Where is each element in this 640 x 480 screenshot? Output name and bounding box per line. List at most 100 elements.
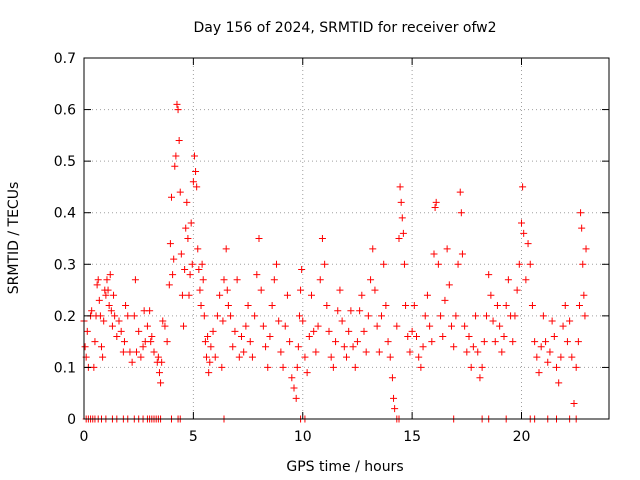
data-point (515, 260, 523, 268)
data-point (321, 260, 329, 268)
data-point (415, 353, 423, 361)
data-point (190, 152, 198, 160)
data-point (334, 307, 342, 315)
data-point (119, 348, 127, 356)
data-point (98, 343, 105, 351)
data-point (544, 358, 552, 366)
data-point (443, 245, 451, 253)
data-point (467, 363, 475, 371)
x-tick-label: 15 (403, 429, 421, 445)
data-point (189, 178, 197, 186)
data-point (104, 286, 112, 294)
data-point (137, 353, 145, 361)
y-tick-label: 0.4 (54, 206, 76, 222)
data-point (423, 291, 431, 299)
data-point (301, 353, 309, 361)
data-point (290, 384, 298, 392)
data-point (170, 255, 178, 263)
data-point (431, 204, 439, 212)
y-tick-label: 0 (67, 412, 76, 428)
y-tick-label: 0.5 (54, 154, 76, 170)
data-point (441, 296, 449, 304)
data-point (108, 322, 116, 330)
data-point (195, 265, 203, 273)
data-point (581, 312, 589, 320)
y-tick-label: 0.6 (54, 103, 76, 119)
data-point (279, 363, 287, 371)
data-point (577, 209, 585, 217)
data-point (292, 394, 300, 402)
data-point (575, 302, 583, 310)
data-point (196, 286, 204, 294)
data-point (539, 312, 547, 320)
data-point (371, 286, 379, 294)
data-point (216, 291, 224, 299)
y-tick-label: 0.1 (54, 360, 76, 376)
data-point (168, 193, 175, 201)
plot-frame (83, 57, 610, 420)
data-point (166, 240, 174, 248)
data-point (154, 353, 162, 361)
data-point (386, 353, 394, 361)
data-point (117, 327, 125, 335)
data-point (566, 317, 574, 325)
data-point (318, 235, 326, 242)
data-point (463, 348, 471, 356)
data-point (388, 374, 396, 382)
data-point (93, 281, 101, 289)
data-point (364, 312, 372, 320)
data-point (340, 343, 348, 351)
data-point (224, 302, 232, 310)
data-point (96, 312, 104, 320)
data-point (197, 302, 205, 310)
data-point (314, 322, 322, 330)
data-point (546, 348, 554, 356)
data-point (448, 322, 455, 330)
data-point (257, 286, 265, 294)
data-point (148, 332, 156, 340)
data-point (244, 302, 252, 310)
data-point (240, 348, 248, 356)
data-point (404, 332, 412, 340)
data-point (323, 302, 331, 310)
data-points (80, 100, 590, 423)
data-point (209, 327, 217, 335)
data-point (399, 229, 407, 237)
data-point (205, 369, 213, 377)
data-point (264, 363, 272, 371)
data-point (201, 338, 209, 346)
data-point (493, 302, 501, 310)
data-point (185, 291, 193, 299)
data-point (283, 291, 291, 299)
data-point (133, 348, 140, 356)
data-point (102, 291, 110, 299)
data-point (367, 276, 375, 284)
data-point (172, 152, 180, 160)
data-point (233, 276, 241, 284)
data-point (557, 353, 565, 361)
data-point (139, 343, 147, 351)
data-point (570, 400, 578, 408)
data-point (238, 332, 245, 340)
data-point (434, 260, 442, 268)
data-point (100, 317, 108, 325)
data-point (161, 322, 169, 330)
data-point (419, 343, 427, 351)
data-point (99, 353, 107, 361)
data-point (561, 302, 569, 310)
data-point (580, 291, 588, 299)
data-point (169, 271, 177, 279)
x-tick-label: 20 (513, 429, 531, 445)
data-point (469, 343, 477, 351)
data-point (91, 338, 99, 346)
x-tick-label: 0 (80, 429, 89, 445)
data-point (293, 363, 301, 371)
data-point (174, 106, 182, 114)
data-point (188, 260, 196, 268)
data-point (502, 302, 510, 310)
data-point (242, 322, 250, 330)
data-point (219, 317, 227, 325)
data-point (130, 312, 138, 320)
